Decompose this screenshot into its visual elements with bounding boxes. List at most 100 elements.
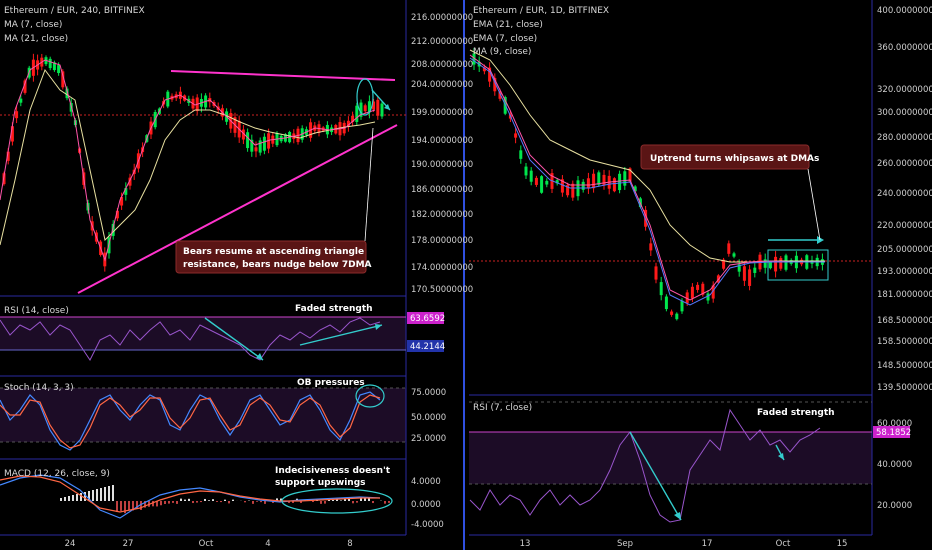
left-highlight-ellipse — [356, 78, 374, 116]
right-price-tick: 158.50000000 — [877, 337, 932, 347]
right-rsi-arrowhead — [674, 512, 681, 520]
candle-body — [524, 166, 528, 176]
macd-bar — [96, 489, 98, 501]
macd-bar — [60, 498, 62, 501]
macd-bar — [140, 501, 142, 510]
candle-body — [514, 133, 518, 138]
macd-bar — [72, 495, 74, 501]
macd-bar — [324, 501, 326, 504]
candle-body — [701, 283, 705, 295]
macd-bar — [260, 501, 262, 503]
right-price-tick: 168.50000000 — [877, 316, 932, 326]
candle-body — [768, 261, 772, 269]
macd-bar — [264, 501, 266, 504]
candle-body — [482, 67, 486, 72]
candle-body — [545, 180, 549, 185]
candle-body — [732, 253, 736, 257]
candle-body — [351, 115, 355, 122]
macd-bar — [68, 496, 70, 501]
candle-body — [380, 103, 384, 117]
candle-body — [742, 266, 746, 281]
candle-body — [727, 243, 731, 254]
left-price-tick: 204.00000000 — [411, 80, 473, 90]
macd-level-0: 0.0000 — [411, 500, 441, 510]
right-price-tick: 205.00000000 — [877, 245, 932, 255]
candle-body — [602, 174, 606, 185]
candle-body — [560, 179, 564, 193]
candle-body — [23, 80, 27, 93]
left-rsi-badge-hi — [407, 312, 444, 324]
macd-bar — [388, 501, 390, 503]
macd-bar — [276, 498, 278, 501]
macd-signal — [0, 475, 380, 513]
right-indicator-3: MA (9, close) — [473, 47, 531, 57]
right-rsi-badge — [873, 426, 910, 438]
right-price-tick: 181.00000000 — [877, 290, 932, 300]
right-rsi-band — [469, 432, 872, 484]
candle-body — [246, 132, 250, 149]
candle-body — [498, 91, 502, 99]
macd-bar — [220, 501, 222, 503]
macd-bar — [136, 501, 138, 509]
right-date-tick: Oct — [776, 539, 791, 549]
right-annotation-text: Uptrend turns whipsaws at DMAs — [650, 154, 819, 164]
macd-bar — [232, 499, 234, 501]
candle-body — [597, 172, 601, 185]
stoch-level-75: 75.0000 — [411, 388, 446, 398]
candle-body — [696, 284, 700, 290]
macd-bar — [84, 492, 86, 501]
macd-bar — [216, 501, 218, 502]
stoch-level-25: 25.0000 — [411, 434, 446, 444]
macd-bar — [272, 501, 274, 503]
macd-bar — [256, 501, 258, 502]
macd-bar — [100, 488, 102, 501]
macd-bar — [288, 501, 290, 503]
candle-body — [111, 223, 115, 236]
macd-bar — [208, 500, 210, 501]
macd-bar — [184, 499, 186, 501]
macd-highlight — [281, 488, 393, 514]
candle-body — [241, 129, 245, 140]
triangle-resistance — [170, 70, 396, 81]
right-rsi-line — [469, 408, 821, 523]
candle-body — [359, 102, 363, 117]
left-price-tick: 216.00000000 — [411, 13, 473, 23]
candle-body — [355, 105, 359, 122]
candle-body — [15, 111, 19, 119]
macd-bar — [204, 498, 206, 501]
macd-level-4: 4.0000 — [411, 477, 441, 487]
candle-body — [529, 170, 533, 182]
left-price-tick: 170.50000000 — [411, 285, 473, 295]
left-price-tick: 182.00000000 — [411, 210, 473, 220]
candle-body — [737, 264, 741, 272]
candle-body — [519, 150, 523, 159]
candle-body — [534, 177, 538, 185]
macd-bar — [112, 485, 114, 501]
macd-bar — [160, 501, 162, 506]
right-annotation-box — [640, 144, 810, 170]
right-price-tick: 280.00000000 — [877, 133, 932, 143]
right-annotation-pointer — [807, 168, 821, 241]
macd-bar — [168, 501, 170, 504]
right-title: Ethereum / EUR, 1D, BITFINEX — [473, 6, 609, 16]
left-annotation-pointer — [364, 127, 374, 242]
candle-body — [633, 186, 637, 192]
right-rsi-value: 58.1852 — [876, 428, 911, 438]
macd-bar — [252, 501, 254, 504]
right-price-tick: 400.00000000 — [877, 6, 932, 16]
candle-body — [555, 180, 559, 184]
right-ma-9 — [469, 57, 825, 306]
macd-bar — [64, 497, 66, 501]
candle-body — [57, 65, 61, 74]
macd-bar — [120, 501, 122, 511]
left-stoch-label: Stoch (14, 3, 3) — [4, 383, 74, 393]
left-title: Ethereum / EUR, 240, BITFINEX — [4, 6, 145, 16]
left-annotation-box — [175, 240, 367, 274]
left-price-tick: 208.00000000 — [411, 60, 473, 70]
candle-body — [372, 101, 376, 110]
stoch-d — [0, 394, 381, 449]
candle-body — [376, 99, 380, 116]
macd-bar — [180, 498, 182, 501]
right-date-tick: 15 — [837, 539, 848, 549]
macd-bar — [172, 501, 174, 503]
